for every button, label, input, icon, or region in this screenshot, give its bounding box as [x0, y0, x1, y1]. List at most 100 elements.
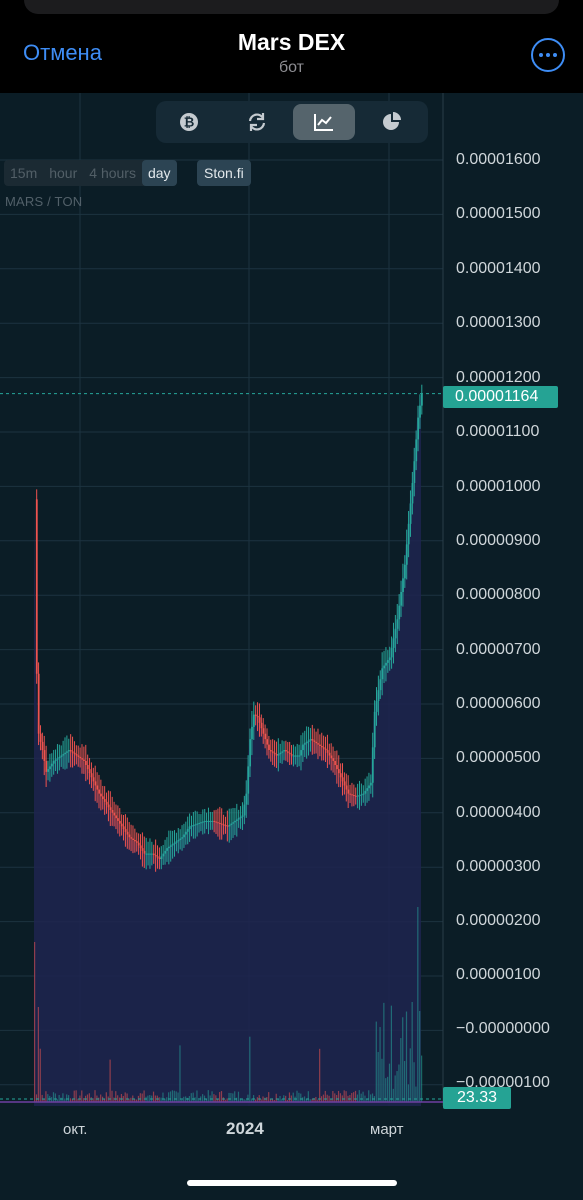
candle-body — [360, 794, 363, 796]
candle-body — [179, 838, 182, 840]
volume-bar — [407, 1084, 409, 1102]
candle-body — [128, 834, 131, 838]
candle-body — [254, 714, 257, 716]
candle-body — [215, 821, 218, 823]
volume-bar — [360, 1093, 362, 1102]
candle-body — [79, 756, 82, 759]
volume-bar — [237, 1091, 240, 1102]
volume-bar — [235, 1097, 238, 1102]
price-chart[interactable] — [0, 93, 583, 1200]
volume-bar — [124, 1092, 126, 1102]
candle-body — [122, 826, 125, 830]
bitcoin-icon: ₿ — [180, 113, 198, 131]
volume-bar — [290, 1095, 292, 1102]
candle-body — [52, 760, 55, 764]
candle-body — [152, 853, 155, 855]
chart-line-icon — [314, 114, 333, 131]
candle-body — [47, 769, 50, 772]
volume-bar — [34, 942, 36, 1102]
volume-bar — [202, 1094, 204, 1102]
timeframe-hour[interactable]: hour — [49, 165, 78, 181]
candle-body — [224, 824, 227, 826]
candle-body — [273, 752, 276, 755]
volume-bar — [186, 1097, 189, 1102]
swap-tab[interactable] — [226, 104, 288, 140]
volume-bar — [158, 1097, 160, 1102]
volume-bar — [56, 1099, 58, 1102]
source-button[interactable]: Ston.fi — [197, 160, 251, 186]
volume-bar — [115, 1091, 117, 1102]
volume-bar — [271, 1098, 274, 1102]
candle-body — [132, 838, 134, 840]
candle-body — [303, 743, 306, 745]
candle-body — [324, 748, 327, 751]
candle-body — [60, 755, 63, 757]
volume-bar — [371, 1093, 374, 1102]
volume-bar — [62, 1093, 64, 1102]
candle-body — [275, 754, 278, 756]
volume-bar — [166, 1097, 168, 1102]
candle-body — [322, 747, 325, 749]
volume-bar — [126, 1093, 128, 1102]
volume-bar — [122, 1095, 124, 1102]
timeframe-15m[interactable]: 15m — [10, 165, 38, 181]
more-options-button[interactable] — [531, 38, 565, 72]
volume-bar — [215, 1095, 217, 1102]
candle-body — [300, 750, 302, 756]
price-area — [34, 393, 421, 1106]
price-axis-label: 0.00001300 — [456, 314, 541, 331]
candle-body — [139, 845, 142, 849]
timeframe-day[interactable]: day — [141, 160, 177, 186]
candle-body — [290, 754, 293, 756]
candle-body — [45, 760, 48, 772]
timeframe-4-hours[interactable]: 4 hours — [89, 165, 136, 181]
price-axis-label: 0.00001200 — [456, 369, 541, 386]
candle-body — [58, 756, 61, 759]
chart-tab[interactable] — [293, 104, 355, 140]
volume-bar — [211, 1091, 213, 1102]
volume-bar — [188, 1096, 190, 1102]
volume-bar — [268, 1092, 270, 1102]
candle-body — [145, 853, 148, 855]
candle-body — [39, 733, 42, 742]
candle-body — [196, 823, 199, 825]
chart-screen: ₿ 15m hour 4 hours da — [0, 93, 583, 1200]
volume-bar — [171, 1090, 174, 1102]
candle-body — [298, 755, 301, 757]
candle-body — [319, 744, 321, 746]
volume-bar — [98, 1097, 100, 1102]
volume-bar — [190, 1093, 192, 1102]
volume-bar — [164, 1098, 166, 1102]
candle-body — [100, 793, 102, 797]
volume-bar — [375, 1021, 377, 1102]
time-axis-label: март — [370, 1121, 404, 1138]
candle-body — [134, 839, 136, 842]
volume-bar — [117, 1095, 119, 1102]
candle-body — [269, 750, 272, 752]
candle-body — [154, 854, 157, 857]
candle-body — [183, 834, 185, 838]
portfolio-tab[interactable] — [361, 104, 423, 140]
top-bar: Отмена Mars DEX бот — [0, 0, 583, 93]
candle-body — [383, 665, 386, 669]
price-axis-label: 0.00000200 — [456, 912, 541, 929]
candle-body — [341, 777, 344, 782]
cancel-button[interactable]: Отмена — [23, 40, 102, 65]
volume-bar — [405, 1011, 408, 1102]
candle-body — [356, 795, 359, 797]
status-notch — [24, 0, 559, 14]
candle-body — [192, 824, 195, 826]
volume-bar — [90, 1097, 92, 1102]
volume-bar — [118, 1097, 121, 1102]
home-indicator[interactable] — [187, 1180, 397, 1186]
volume-bar — [64, 1098, 66, 1102]
candle-body — [241, 815, 244, 817]
volume-bar — [52, 1092, 55, 1102]
candle-body — [207, 820, 210, 822]
volume-bar — [409, 1048, 411, 1102]
volume-bar — [198, 1099, 200, 1102]
candle-body — [281, 751, 284, 753]
volume-bar — [113, 1097, 115, 1102]
bitcoin-tab[interactable]: ₿ — [158, 104, 220, 140]
candle-body — [56, 758, 59, 760]
